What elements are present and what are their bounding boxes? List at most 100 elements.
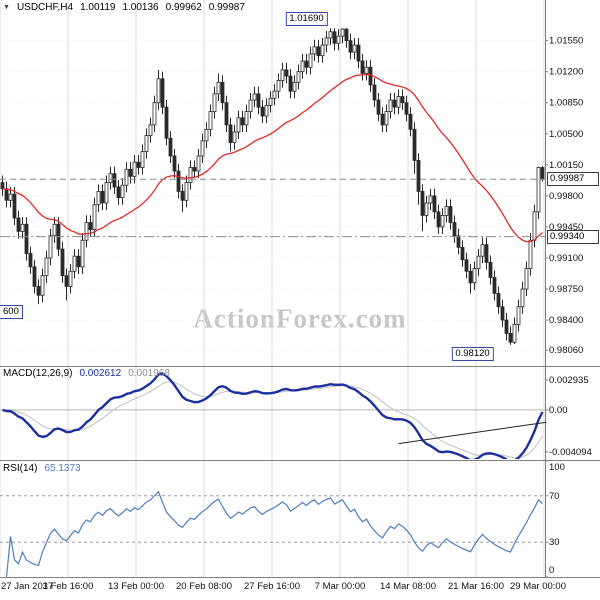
candle-body <box>316 46 321 57</box>
candle-body <box>312 46 317 55</box>
candle-body <box>144 135 149 152</box>
candle-body <box>44 257 49 277</box>
candle-body <box>492 277 497 294</box>
candle-body <box>72 255 77 272</box>
candle-body <box>524 268 529 290</box>
candle-body <box>528 239 533 270</box>
time-axis-label: 29 Mar 00:00 <box>510 581 566 592</box>
candle-body <box>208 111 213 130</box>
candle-body <box>148 124 153 136</box>
rsi-line <box>5 490 543 578</box>
price-axis-tick: 1.00500 <box>549 129 583 140</box>
price-axis-tick: 1.01550 <box>549 36 583 47</box>
candle-body <box>216 81 221 95</box>
candle-body <box>356 44 361 62</box>
candle-body <box>504 319 509 334</box>
macd-line <box>2 372 544 459</box>
watermark: ActionForex.com <box>193 303 407 334</box>
candle-body <box>468 270 473 284</box>
candle-body <box>484 244 489 263</box>
price-axis-tick: 1.01200 <box>549 67 583 78</box>
macd-axis-tick: 0.002935 <box>549 375 589 386</box>
macd-signal-value: 0.001968 <box>128 368 170 379</box>
swing-high-label: 1.01690 <box>285 12 328 27</box>
candle-body <box>448 206 453 223</box>
rsi-axis-tick: 0 <box>549 565 554 576</box>
candle-body <box>304 60 309 68</box>
macd-plot[interactable] <box>2 372 544 462</box>
candle-body <box>108 173 113 183</box>
candle-body <box>100 191 105 204</box>
candle-body <box>336 35 341 44</box>
candle-body <box>64 275 69 287</box>
price-axis-tick: 0.98750 <box>549 284 583 295</box>
candle-body <box>424 202 429 216</box>
candle-body <box>480 244 485 257</box>
left-level-label: 600 <box>0 305 23 320</box>
candle-body <box>212 93 217 112</box>
candle-body <box>444 206 449 216</box>
candle-body <box>104 182 109 204</box>
candle-body <box>268 97 273 106</box>
rsi-axis-tick: 100 <box>549 462 565 473</box>
candle-body <box>252 93 257 101</box>
candle-body <box>192 167 197 172</box>
candle-body <box>380 113 385 126</box>
candle-body <box>196 155 201 172</box>
candle-body <box>416 159 421 192</box>
rsi-value: 65.1373 <box>44 463 81 474</box>
candle-body <box>176 170 181 192</box>
candle-body <box>140 151 145 168</box>
candle-body <box>20 223 25 232</box>
candle-body <box>48 235 53 259</box>
macd-trendline[interactable] <box>398 421 547 445</box>
candle-body <box>428 195 433 204</box>
candle-body <box>260 106 265 117</box>
candle-body <box>532 211 537 241</box>
candle-body <box>320 44 325 57</box>
candle-body <box>240 117 245 126</box>
candle-body <box>276 80 281 92</box>
candle-body <box>400 96 405 104</box>
candle-body <box>352 44 357 53</box>
candle-body <box>360 60 365 74</box>
candle-body <box>372 84 377 101</box>
price-axis-tick: 1.00850 <box>549 98 583 109</box>
candle-body <box>168 137 173 157</box>
time-axis-label: 21 Mar 16:00 <box>448 581 504 592</box>
candle-body <box>52 223 57 237</box>
candle-body <box>24 223 29 254</box>
candle-body <box>436 211 441 228</box>
symbol-dropdown-icon[interactable]: ▼ <box>3 3 10 11</box>
candle-body <box>300 60 305 73</box>
candle-body <box>92 204 97 230</box>
candle-body <box>232 131 237 144</box>
candle-body <box>476 255 481 270</box>
candle-body <box>388 99 393 112</box>
price-axis-tick: 0.98400 <box>549 315 583 326</box>
candle-body <box>224 102 229 126</box>
current-price-axis-label: 0.99987 <box>547 172 599 187</box>
candle-body <box>272 90 277 99</box>
candle-body <box>128 168 133 177</box>
candle-body <box>12 193 17 219</box>
swing-low-label: 0.98120 <box>451 346 494 361</box>
time-axis-label: 27 Feb 16:00 <box>244 581 300 592</box>
rsi-axis-tick: 70 <box>549 491 560 502</box>
candle-body <box>124 168 129 186</box>
macd-axis-tick: 0.00 <box>549 405 568 416</box>
symbol-timeframe: USDCHF,H4 <box>16 2 74 13</box>
candle-body <box>500 306 505 321</box>
candle-body <box>80 239 85 268</box>
price-axis-tick: 0.99100 <box>549 253 583 264</box>
candle-body <box>344 28 349 42</box>
candle-body <box>452 222 457 237</box>
candle-body <box>136 161 141 168</box>
candle-body <box>160 78 165 108</box>
candle-body <box>280 69 285 81</box>
candle-body <box>464 259 469 272</box>
candle-body <box>184 182 189 201</box>
candle-body <box>28 253 33 268</box>
